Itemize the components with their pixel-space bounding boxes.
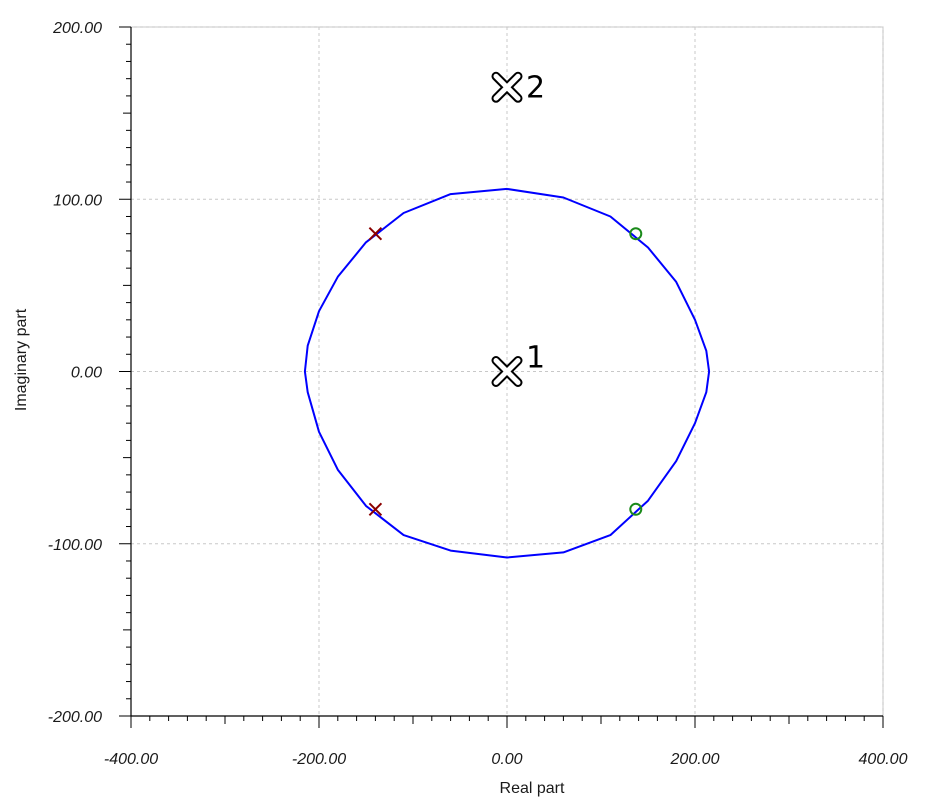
pole-marker <box>368 502 383 517</box>
y-tick-label: -100.00 <box>48 537 102 554</box>
y-axis-title: Imaginary part <box>13 308 30 411</box>
tick-labels: -400.00 -200.00 0.00 200.00 400.00 200.00 100.… <box>48 20 908 768</box>
y-tick-label: 200.00 <box>52 20 102 37</box>
x-axis-title: Real part <box>500 780 565 797</box>
axis-ticks <box>119 26 884 728</box>
y-tick-label: -200.00 <box>48 709 102 726</box>
marker-label-2: 2 <box>526 70 545 105</box>
draggable-marker-1[interactable]: 1 <box>491 341 545 387</box>
marker-label-1: 1 <box>526 341 545 376</box>
x-tick-label: 400.00 <box>859 751 908 768</box>
root-locus-curve <box>303 187 711 559</box>
annotation-layer[interactable]: 12 <box>491 70 545 387</box>
x-tick-label: 200.00 <box>670 751 720 768</box>
x-tick-label: -200.00 <box>292 751 346 768</box>
zero-marker <box>629 502 643 516</box>
series-layer <box>303 187 711 559</box>
y-tick-label: 100.00 <box>53 192 102 209</box>
draggable-marker-2[interactable]: 2 <box>491 70 545 105</box>
x-tick-label: 0.00 <box>491 751 522 768</box>
zero-marker <box>629 227 643 241</box>
x-tick-label: -400.00 <box>104 751 158 768</box>
pole-marker <box>368 226 383 241</box>
y-tick-label: 0.00 <box>71 365 102 382</box>
